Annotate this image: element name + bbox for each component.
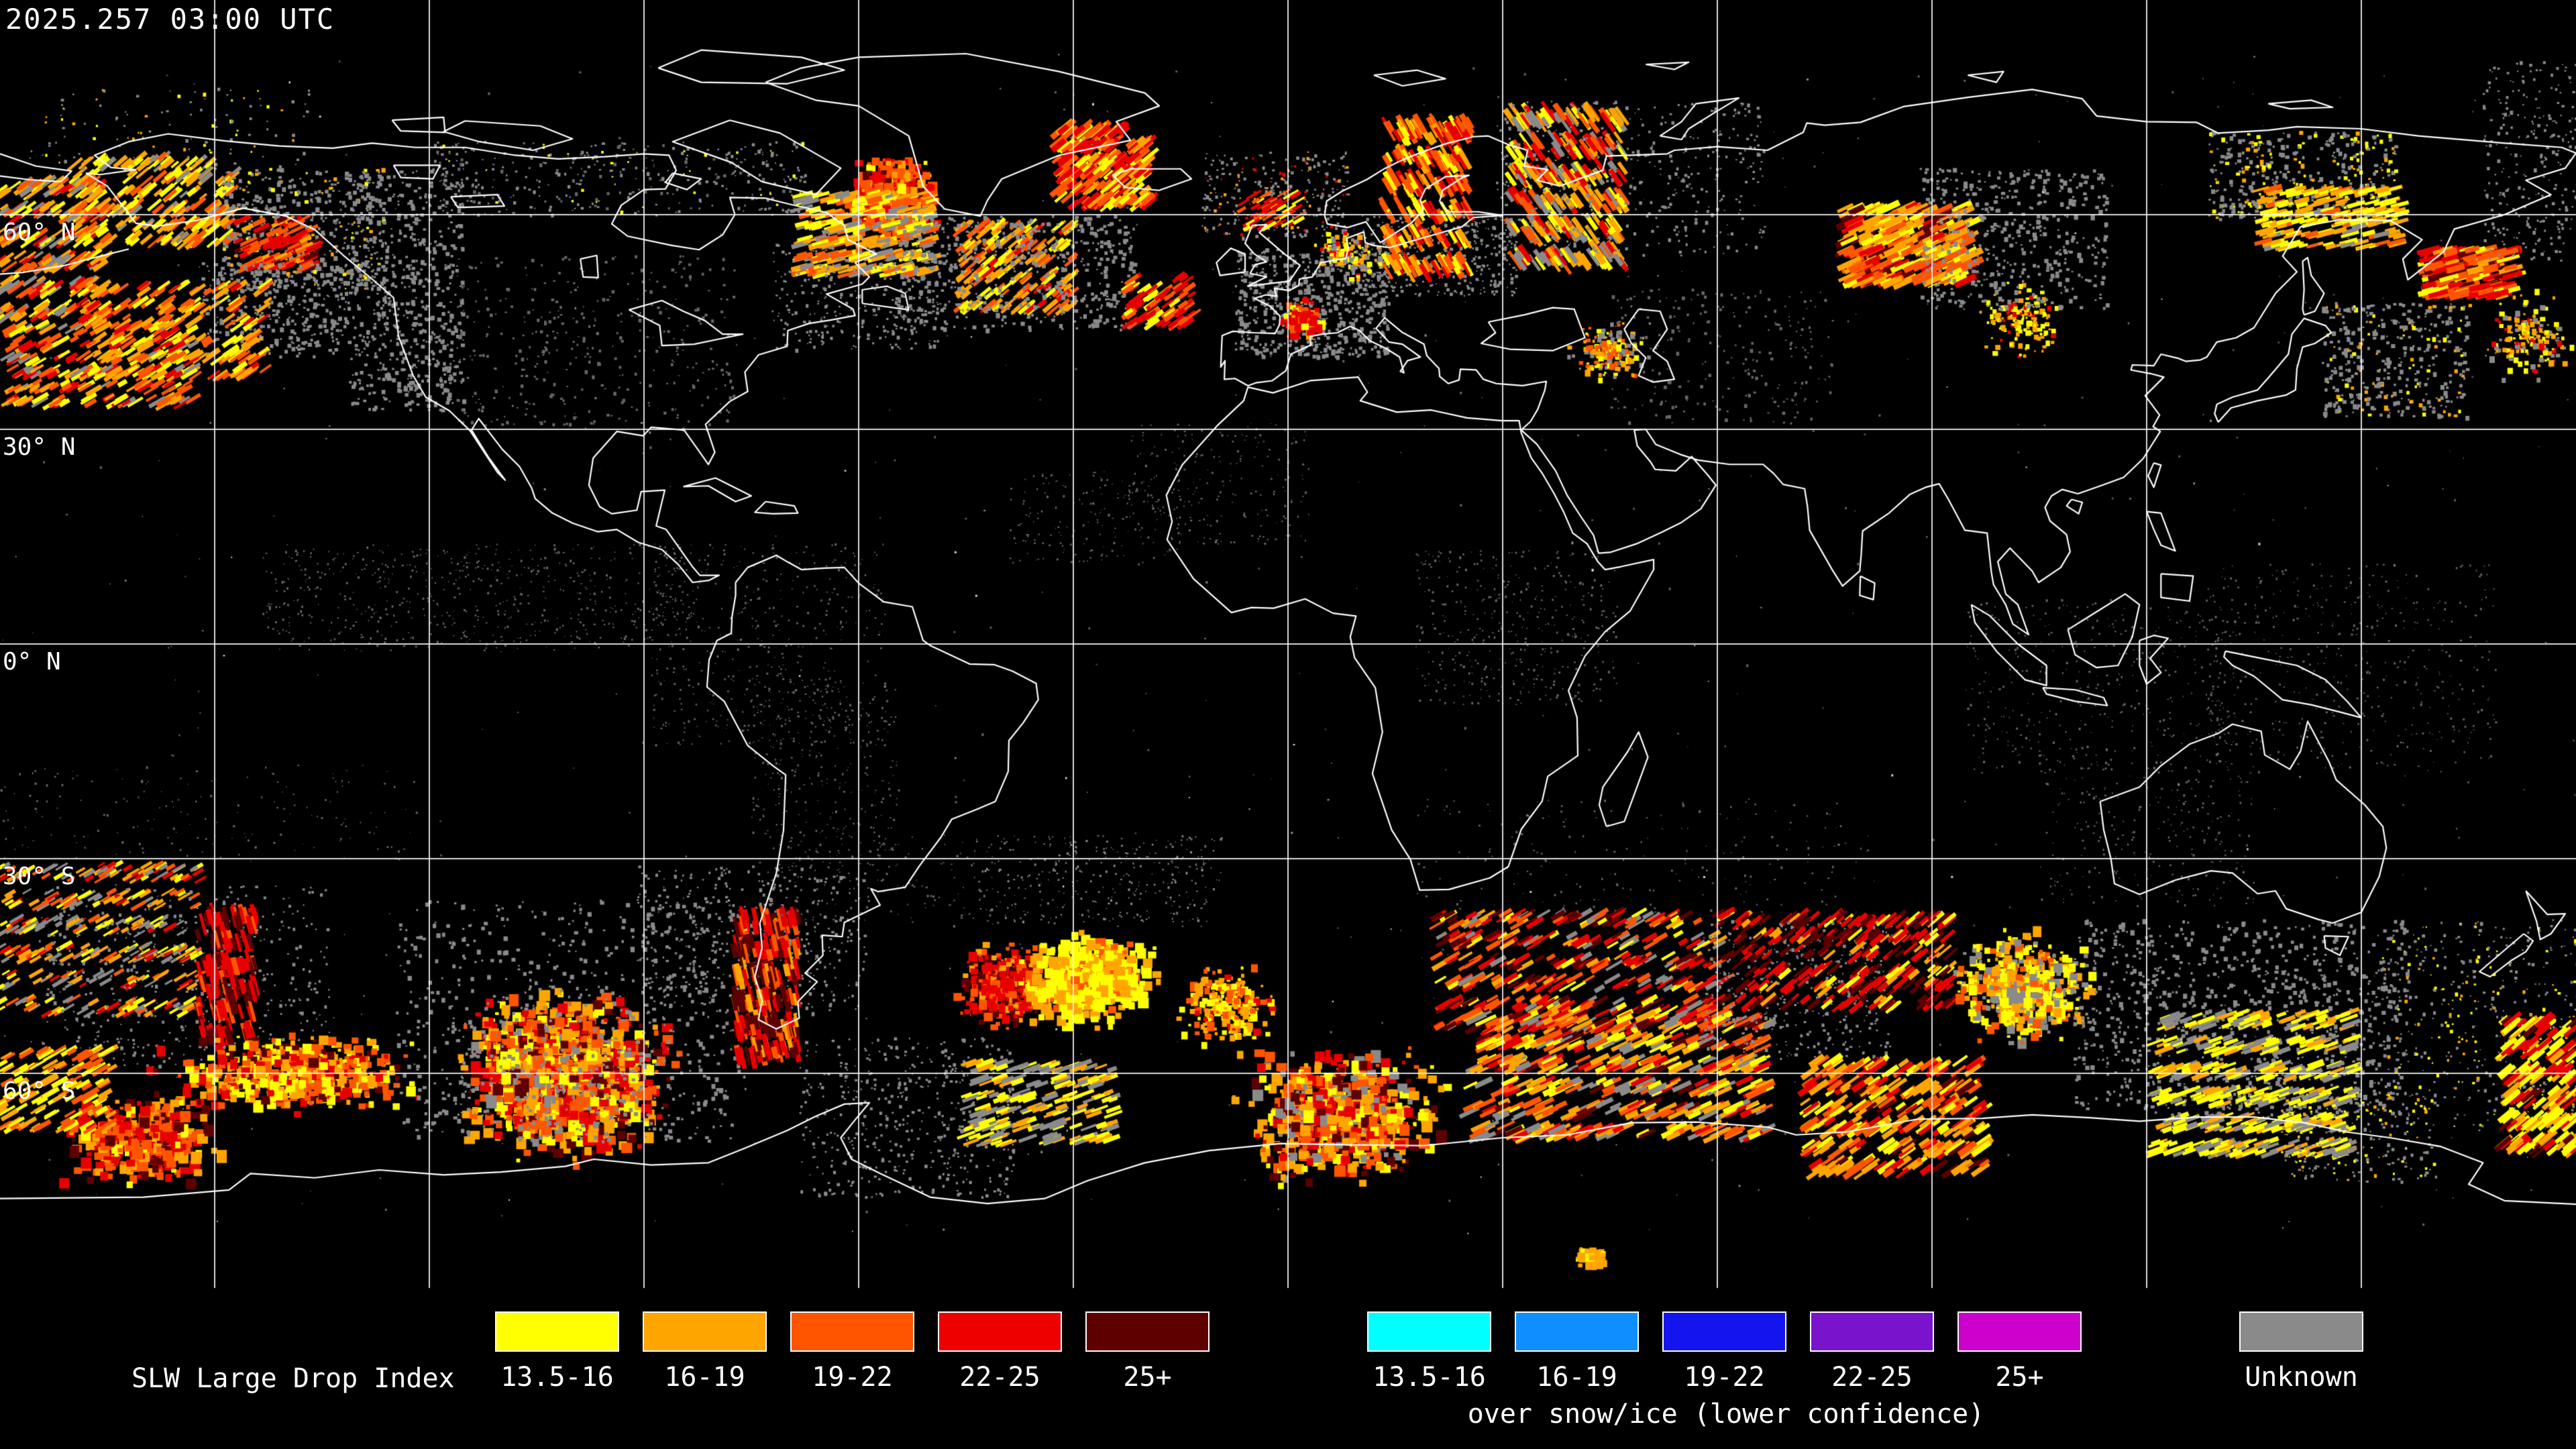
legend-label-snowice-0: 13.5-16 [1373, 1362, 1486, 1393]
legend-swatch-snowice-13.5-16 [1367, 1311, 1491, 1352]
legend-title: SLW Large Drop Index [131, 1363, 455, 1394]
legend-label-snowice-2: 19-22 [1684, 1362, 1765, 1393]
legend-label-snowice-1: 16-19 [1536, 1362, 1617, 1393]
legend-swatch-standard-22-25 [938, 1311, 1062, 1352]
legend-swatch-standard-16-19 [643, 1311, 767, 1352]
lat-label-0n: 0° N [3, 648, 61, 676]
legend-snowice-caption: over snow/ice (lower confidence) [1467, 1399, 1985, 1430]
legend-label-unknown: Unknown [2245, 1362, 2358, 1393]
legend-label-snowice-3: 22-25 [1831, 1362, 1913, 1393]
legend: SLW Large Drop Index 13.5-16 16-19 19-22… [0, 1288, 2576, 1449]
legend-swatch-standard-13.5-16 [495, 1311, 619, 1352]
lat-label-60n: 60° N [3, 219, 76, 246]
lat-label-60s: 60° S [3, 1077, 76, 1105]
lat-label-30s: 30° S [3, 863, 76, 890]
legend-label-snowice-4: 25+ [1995, 1362, 2044, 1393]
legend-swatch-standard-25plus [1085, 1311, 1210, 1352]
legend-label-standard-3: 22-25 [959, 1362, 1040, 1393]
timestamp: 2025.257 03:00 UTC [5, 3, 335, 36]
legend-swatch-snowice-16-19 [1515, 1311, 1639, 1352]
legend-swatch-snowice-25plus [1957, 1311, 2082, 1352]
legend-label-standard-2: 19-22 [812, 1362, 893, 1393]
legend-label-standard-1: 16-19 [664, 1362, 745, 1393]
lat-label-30n: 30° N [3, 433, 76, 461]
legend-label-standard-0: 13.5-16 [500, 1362, 614, 1393]
legend-label-standard-4: 25+ [1123, 1362, 1172, 1393]
legend-swatch-standard-19-22 [790, 1311, 914, 1352]
legend-swatch-snowice-19-22 [1662, 1311, 1786, 1352]
legend-swatch-unknown [2239, 1311, 2363, 1352]
legend-swatch-snowice-22-25 [1810, 1311, 1934, 1352]
